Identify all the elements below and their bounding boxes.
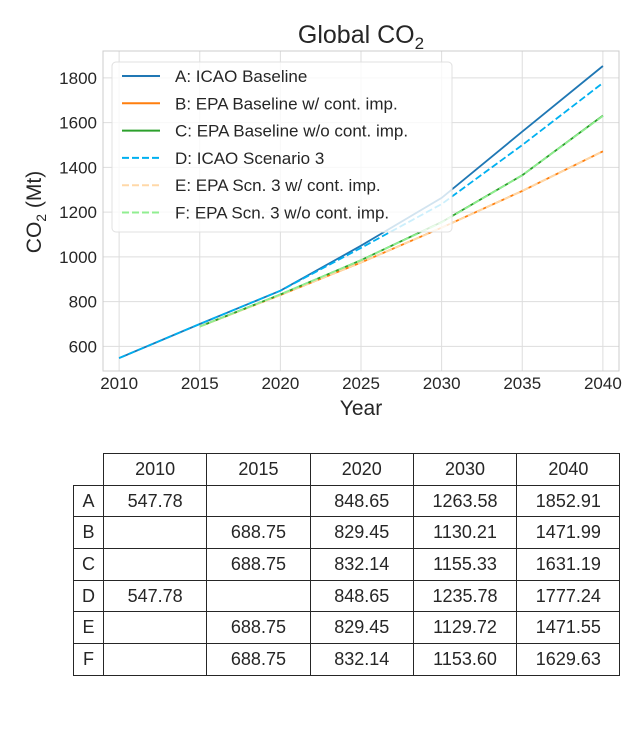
table-cell: 1631.19 xyxy=(516,548,621,581)
table-cell: 1130.21 xyxy=(412,516,518,550)
x-tick-label: 2035 xyxy=(503,374,541,393)
table-cell: 1629.63 xyxy=(516,643,621,676)
table-cell: 848.65 xyxy=(309,579,414,613)
y-tick-label: 1600 xyxy=(59,114,97,133)
row-header: D xyxy=(73,579,104,613)
table-cell: 848.65 xyxy=(309,484,414,518)
line-chart: Global CO2 CO2 (Mt) Year 2010 2015 2020 202… xyxy=(23,21,622,420)
table-cell: 829.45 xyxy=(309,516,414,550)
x-tick-label: 2040 xyxy=(584,374,622,393)
row-header: E xyxy=(73,611,104,645)
table-cell: 1471.99 xyxy=(516,516,621,550)
column-header: 2020 xyxy=(309,453,414,486)
legend-label: D: ICAO Scenario 3 xyxy=(175,149,324,168)
table-cell xyxy=(206,484,311,518)
table-row: C 688.75 832.14 1155.33 1631.19 xyxy=(73,548,621,581)
y-tick-label: 1000 xyxy=(59,248,97,267)
legend-label: E: EPA Scn. 3 w/ cont. imp. xyxy=(175,176,381,195)
series-line xyxy=(199,115,604,328)
plot-frame xyxy=(102,50,620,372)
table-row: D 547.78 848.65 1235.78 1777.24 xyxy=(73,579,621,613)
table-cell: 1153.60 xyxy=(412,643,518,676)
y-tick-label: 800 xyxy=(69,293,97,312)
y-tick-label: 1400 xyxy=(59,158,97,177)
y-tick-label: 1800 xyxy=(59,69,97,88)
table-cell: 832.14 xyxy=(309,548,414,581)
table-row: F 688.75 832.14 1153.60 1629.63 xyxy=(73,643,621,676)
table-cell: 1777.24 xyxy=(516,579,621,613)
table-cell: 1852.91 xyxy=(516,484,621,518)
y-tick-label: 600 xyxy=(69,337,97,356)
column-header: 2010 xyxy=(102,453,208,486)
y-axis-label: CO2 (Mt) xyxy=(23,171,49,253)
x-axis-label: Year xyxy=(340,397,382,420)
x-tick-label: 2015 xyxy=(181,374,219,393)
column-header: 2030 xyxy=(412,453,518,486)
x-tick-label: 2030 xyxy=(423,374,461,393)
row-header: B xyxy=(73,516,104,550)
table-cell: 688.75 xyxy=(206,548,311,581)
table-row: A 547.78 848.65 1263.58 1852.91 xyxy=(73,484,621,518)
chart-title: Global CO2 xyxy=(298,21,424,53)
legend-label: A: ICAO Baseline xyxy=(175,67,307,86)
column-header: 2015 xyxy=(206,453,311,486)
series-line xyxy=(118,82,604,359)
data-table: 2010 2015 2020 2030 2040 A 547.78 848.65 12… xyxy=(73,453,621,676)
table-cell: 1235.78 xyxy=(412,579,518,613)
table-cell: 1471.55 xyxy=(516,611,621,645)
table-cell: 688.75 xyxy=(206,516,311,550)
table-cell: 829.45 xyxy=(309,611,414,645)
x-tick-label: 2025 xyxy=(342,374,380,393)
table-cell: 688.75 xyxy=(206,611,311,645)
table-cell xyxy=(102,548,208,581)
table-row: E 688.75 829.45 1129.72 1471.55 xyxy=(73,611,621,645)
legend: A: ICAO Baseline B: EPA Baseline w/ cont.… xyxy=(111,61,453,233)
x-tick-label: 2020 xyxy=(261,374,299,393)
table-cell xyxy=(102,516,208,550)
table-cell xyxy=(102,611,208,645)
row-header: A xyxy=(73,484,104,518)
series-line xyxy=(118,65,604,359)
table-cell: 1155.33 xyxy=(412,548,518,581)
legend-label: F: EPA Scn. 3 w/o cont. imp. xyxy=(175,204,389,223)
column-header: 2040 xyxy=(516,453,621,486)
table-corner xyxy=(73,453,104,486)
legend-label: B: EPA Baseline w/ cont. imp. xyxy=(175,94,398,113)
table-cell xyxy=(206,579,311,613)
table-cell: 547.78 xyxy=(102,579,208,613)
y-tick-label: 1200 xyxy=(59,203,97,222)
row-header: F xyxy=(73,643,104,676)
table-row: B 688.75 829.45 1130.21 1471.99 xyxy=(73,516,621,550)
row-header: C xyxy=(73,548,104,581)
table-cell: 547.78 xyxy=(102,484,208,518)
legend-box xyxy=(111,61,453,233)
legend-label: C: EPA Baseline w/o cont. imp. xyxy=(175,122,408,141)
x-tick-label: 2010 xyxy=(100,374,138,393)
table-cell: 688.75 xyxy=(206,643,311,676)
table-cell: 1129.72 xyxy=(412,611,518,645)
table-header-row: 2010 2015 2020 2030 2040 xyxy=(73,453,621,486)
table-cell: 1263.58 xyxy=(412,484,518,518)
table-cell: 832.14 xyxy=(309,643,414,676)
table-cell xyxy=(102,643,208,676)
